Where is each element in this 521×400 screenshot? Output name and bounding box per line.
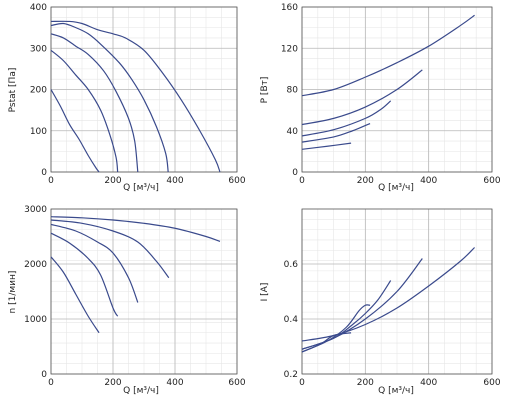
series-line-3 [301,100,392,137]
plot-frame [50,208,238,375]
y-axis-label: P [Вт] [260,77,270,104]
y-tick-label: 100 [30,127,47,137]
x-tick-label: 600 [228,378,245,388]
y-tick-label: 40 [287,127,299,137]
series-line-5 [301,142,352,150]
y-axis-label: I [A] [260,283,270,302]
series-line-2 [301,69,423,126]
y-tick-label: 120 [281,44,298,54]
chart-panel-speed: n [1/мин] Q [м³/ч] 0 200 400 600 0 1000 2000 30… [8,205,246,396]
x-tick-label: 600 [483,378,500,388]
x-tick-label: 200 [357,378,374,388]
x-tick-label: 400 [166,378,183,388]
chart-panel-current: I [A] Q [м³/ч] 0 200 400 600 0.2 0.4 0.6 [260,208,501,396]
x-tick-label: 200 [357,176,374,186]
x-tick-label: 400 [166,176,183,186]
y-tick-label: 1000 [24,315,47,325]
chart-panel-power: P [Вт] Q [м³/ч] 0 200 400 600 0 40 80 120 160 [260,3,501,193]
series-line-1 [50,216,221,243]
x-tick-label: 400 [420,176,437,186]
series-line-3 [50,223,139,303]
x-tick-label: 0 [48,176,54,186]
x-axis-label: Q [м³/ч] [378,386,414,396]
x-axis-label: Q [м³/ч] [123,386,159,396]
y-tick-label: 200 [30,86,47,96]
y-axis-label: n [1/мин] [8,271,18,314]
series-line-3 [50,33,139,173]
series-line-4 [50,49,119,173]
y-tick-label: 300 [30,44,47,54]
series-line-1 [301,14,475,97]
series-line-1 [50,20,221,173]
series-line-4 [301,304,371,353]
y-tick-label: 2000 [24,260,47,270]
y-tick-label: 0 [41,370,47,380]
x-tick-label: 400 [420,378,437,388]
y-tick-label: 0.6 [284,260,299,270]
series-line-5 [50,89,100,173]
y-axis-label: Pstat [Па] [8,68,18,113]
series-line-5 [301,332,352,353]
x-tick-label: 200 [104,378,121,388]
x-tick-label: 0 [299,176,305,186]
y-tick-label: 400 [30,3,47,13]
series-line-2 [50,219,170,279]
y-tick-label: 0 [41,168,47,178]
series-line-4 [301,122,371,143]
plot-frame [301,6,493,173]
x-axis-label: Q [м³/ч] [123,183,159,193]
series-line-4 [50,232,119,317]
y-tick-label: 80 [287,86,299,96]
y-tick-label: 3000 [24,205,47,215]
y-tick-label: 0.2 [284,370,298,380]
x-tick-label: 0 [48,378,54,388]
y-tick-label: 160 [281,3,298,13]
x-tick-label: 200 [104,176,121,186]
chart-panel-pstat: Pstat [Па] Q [м³/ч] 0 200 400 600 0 100 200 300… [8,3,246,193]
plot-frame [301,208,493,375]
x-tick-label: 0 [299,378,305,388]
series-line-5 [50,256,100,334]
y-tick-label: 0.4 [284,315,299,325]
x-axis-label: Q [м³/ч] [378,183,414,193]
x-tick-label: 600 [483,176,500,186]
x-tick-label: 600 [228,176,245,186]
series-line-1 [301,247,475,342]
y-tick-label: 0 [292,168,298,178]
series-line-2 [50,22,169,173]
